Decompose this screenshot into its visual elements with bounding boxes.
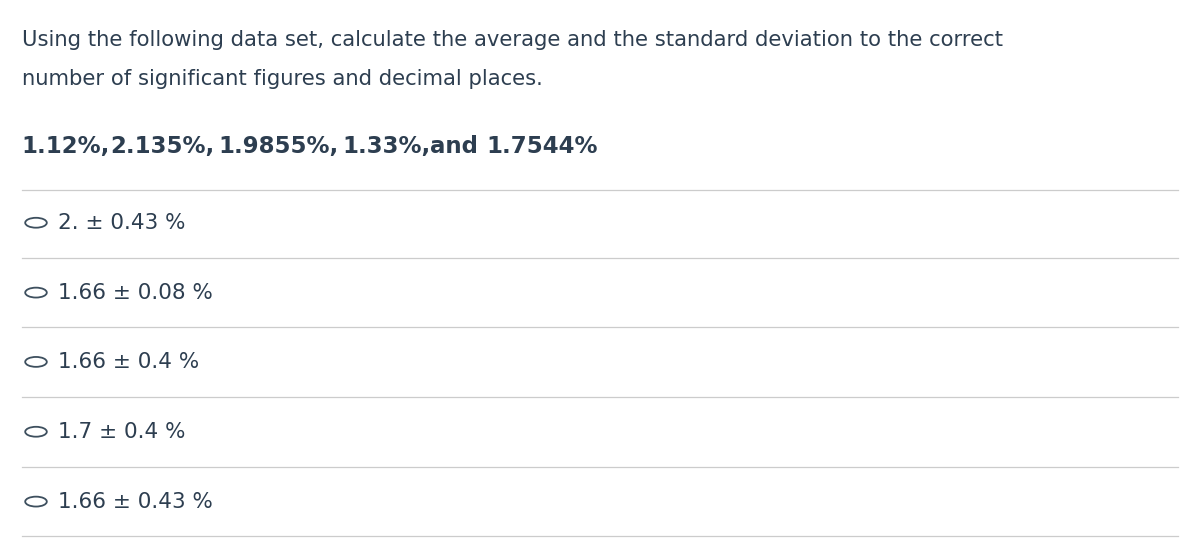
Text: 1.33%,: 1.33%, xyxy=(342,135,431,158)
Text: 2. ± 0.43 %: 2. ± 0.43 % xyxy=(58,213,185,233)
Text: 1.7 ± 0.4 %: 1.7 ± 0.4 % xyxy=(58,422,185,442)
Text: 1.7544%: 1.7544% xyxy=(486,135,598,158)
Text: number of significant figures and decimal places.: number of significant figures and decima… xyxy=(22,69,542,89)
Text: and: and xyxy=(430,135,478,158)
Text: Using the following data set, calculate the average and the standard deviation t: Using the following data set, calculate … xyxy=(22,30,1003,50)
Text: 2.135%,: 2.135%, xyxy=(110,135,215,158)
Text: 1.66 ± 0.43 %: 1.66 ± 0.43 % xyxy=(58,492,212,512)
Text: 1.66 ± 0.4 %: 1.66 ± 0.4 % xyxy=(58,352,199,372)
Text: 1.66 ± 0.08 %: 1.66 ± 0.08 % xyxy=(58,283,212,302)
Text: 1.9855%,: 1.9855%, xyxy=(218,135,338,158)
Text: 1.12%,: 1.12%, xyxy=(22,135,110,158)
